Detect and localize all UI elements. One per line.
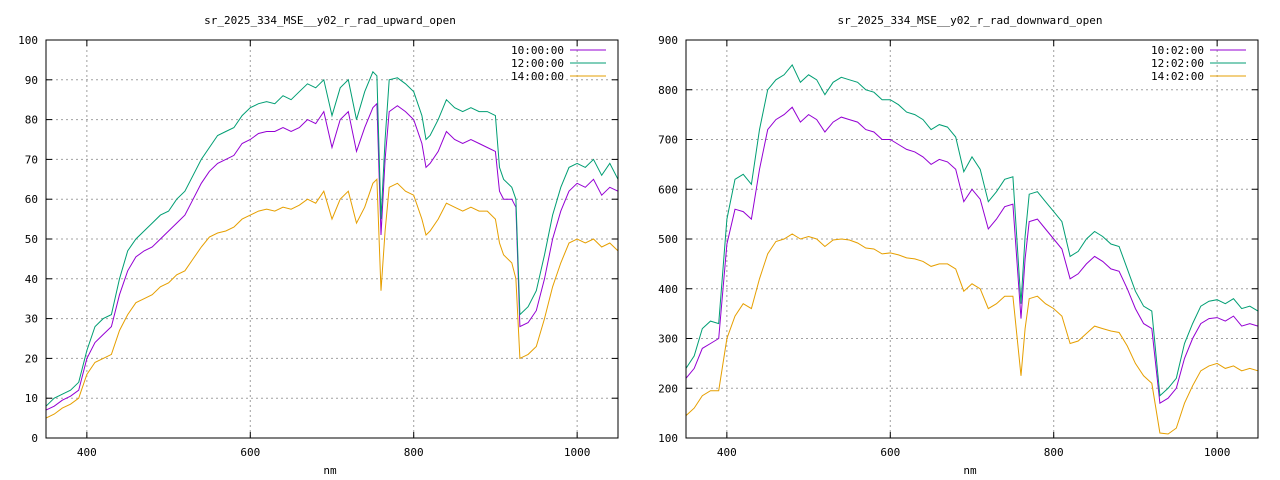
x-tick-label: 1000 [564,446,591,459]
y-tick-label: 200 [658,382,678,395]
y-axis-ticks: 0 10 20 30 40 50 60 70 80 90 100 [18,34,618,445]
data-series [685,63,1259,435]
series-line-100000 [45,102,619,411]
series-line-140000 [45,178,619,419]
x-axis-label: nm [963,464,977,477]
x-tick-label: 800 [1044,446,1064,459]
x-tick-label: 400 [717,446,737,459]
chart-upward-svg: sr_2025_334_MSE__y02_r_rad_upward_open 0… [18,14,619,477]
grid-lines [46,40,618,438]
x-tick-label: 600 [880,446,900,459]
y-axis-ticks: 100 200 300 400 500 600 700 800 900 [658,34,1258,445]
y-tick-label: 30 [25,313,38,326]
y-tick-label: 40 [25,273,38,286]
chart-title: sr_2025_334_MSE__y02_r_rad_upward_open [204,14,456,27]
y-tick-label: 100 [658,432,678,445]
y-tick-label: 900 [658,34,678,47]
legend-label: 10:00:00 [511,44,564,57]
y-tick-label: 300 [658,333,678,346]
series-line-120200 [685,63,1259,397]
data-series [45,70,619,419]
y-tick-label: 60 [25,193,38,206]
y-tick-label: 20 [25,352,38,365]
y-tick-label: 70 [25,153,38,166]
y-tick-label: 80 [25,114,38,127]
x-tick-label: 800 [404,446,424,459]
y-tick-label: 0 [31,432,38,445]
y-tick-label: 10 [25,392,38,405]
plot-frame [685,39,1259,439]
y-tick-label: 50 [25,233,38,246]
y-tick-label: 600 [658,183,678,196]
series-line-100200 [685,106,1259,405]
y-tick-label: 700 [658,134,678,147]
y-tick-label: 90 [25,74,38,87]
legend-label: 14:02:00 [1151,70,1204,83]
y-tick-label: 500 [658,233,678,246]
grid-lines [686,40,1258,438]
x-axis-label: nm [323,464,337,477]
x-tick-label: 600 [240,446,260,459]
plot-frame [45,39,619,439]
series-line-140200 [685,233,1259,435]
chart-upward-panel: sr_2025_334_MSE__y02_r_rad_upward_open 0… [18,14,619,477]
x-axis-ticks: 400 600 800 1000 [717,40,1230,459]
series-line-120000 [45,70,619,407]
y-tick-label: 800 [658,84,678,97]
legend-label: 14:00:00 [511,70,564,83]
y-tick-label: 100 [18,34,38,47]
chart-downward-panel: sr_2025_334_MSE__y02_r_rad_downward_open… [640,0,1280,480]
y-tick-label: 400 [658,283,678,296]
chart-downward-svg: sr_2025_334_MSE__y02_r_rad_downward_open… [658,14,1259,477]
x-axis-ticks: 400 600 800 1000 [77,40,590,459]
chart-title: sr_2025_334_MSE__y02_r_rad_downward_open [838,14,1103,27]
legend-label: 12:02:00 [1151,57,1204,70]
x-tick-label: 1000 [1204,446,1231,459]
legend-label: 10:02:00 [1151,44,1204,57]
x-tick-label: 400 [77,446,97,459]
legend-label: 12:00:00 [511,57,564,70]
